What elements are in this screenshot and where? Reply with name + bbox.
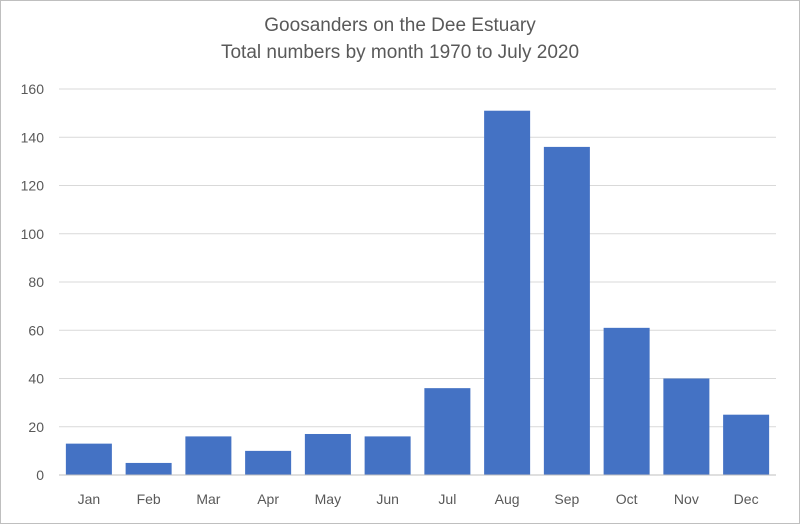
x-tick-label: May <box>315 491 341 507</box>
x-tick-label: Nov <box>674 491 699 507</box>
bar-apr <box>245 450 292 475</box>
y-tick-label: 120 <box>21 178 45 194</box>
bar-jul <box>424 388 471 475</box>
chart-subtitle: Total numbers by month 1970 to July 2020 <box>221 42 579 63</box>
x-tick-label: Sep <box>554 491 579 507</box>
y-axis-ticks: 0 20 40 60 80 100 120 140 160 <box>21 81 45 483</box>
y-tick-label: 140 <box>21 129 45 145</box>
bar-nov <box>663 378 710 475</box>
x-tick-label: Mar <box>196 491 220 507</box>
bar-sep <box>543 146 590 475</box>
x-tick-label: Aug <box>495 491 520 507</box>
x-tick-label: Dec <box>734 491 759 507</box>
bar-may <box>304 433 351 475</box>
bar-jan <box>65 443 112 475</box>
y-tick-label: 0 <box>36 467 44 483</box>
y-tick-label: 20 <box>28 419 44 435</box>
y-tick-label: 100 <box>21 226 45 242</box>
x-tick-label: Jun <box>376 491 399 507</box>
chart-title: Goosanders on the Dee Estuary <box>264 15 536 36</box>
bar-jun <box>364 436 411 475</box>
y-tick-label: 40 <box>28 371 44 387</box>
y-tick-label: 80 <box>28 274 44 290</box>
y-tick-label: 60 <box>28 322 44 338</box>
y-tick-label: 160 <box>21 81 45 97</box>
bar-mar <box>185 436 232 475</box>
x-tick-label: Oct <box>616 491 638 507</box>
bar-feb <box>125 462 172 475</box>
x-tick-label: Apr <box>257 491 279 507</box>
x-tick-label: Jul <box>438 491 456 507</box>
bars <box>65 110 770 476</box>
x-axis-ticks: Jan Feb Mar Apr May Jun Jul Aug Sep Oct Nov Dec <box>78 491 759 507</box>
x-tick-label: Feb <box>137 491 161 507</box>
gridlines <box>59 88 776 428</box>
x-tick-label: Jan <box>78 491 101 507</box>
bar-dec <box>723 414 770 475</box>
bar-oct <box>603 327 650 475</box>
bar-aug <box>484 110 531 476</box>
